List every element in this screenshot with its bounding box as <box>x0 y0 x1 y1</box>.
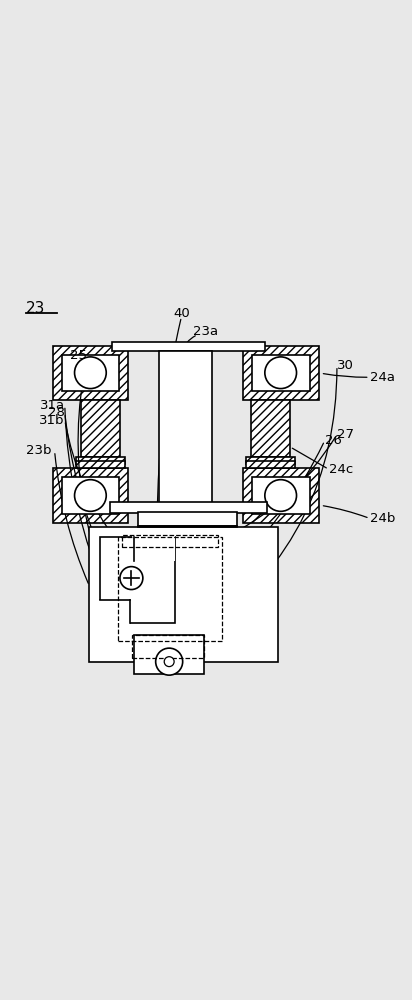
Bar <box>132 635 204 658</box>
Text: 27: 27 <box>337 428 354 441</box>
Bar <box>61 477 119 514</box>
Bar <box>251 400 290 457</box>
Text: 40: 40 <box>173 307 190 320</box>
Circle shape <box>156 648 183 675</box>
Text: 31b: 31b <box>39 414 65 427</box>
Bar <box>89 527 278 662</box>
Bar <box>61 355 119 391</box>
Bar <box>53 346 128 400</box>
Text: 30: 30 <box>337 359 354 372</box>
Circle shape <box>75 357 106 389</box>
Bar <box>112 342 265 351</box>
Bar <box>76 457 125 464</box>
Text: 23: 23 <box>26 301 45 316</box>
Bar <box>122 535 218 547</box>
Bar <box>246 461 295 468</box>
Bar <box>243 346 318 400</box>
Bar <box>134 635 204 674</box>
Text: 24b: 24b <box>370 512 395 525</box>
Bar <box>252 355 309 391</box>
Bar <box>98 600 130 627</box>
Bar <box>81 400 120 457</box>
Text: 24a: 24a <box>370 371 395 384</box>
Text: 23b: 23b <box>26 444 52 457</box>
Circle shape <box>75 480 106 511</box>
Bar <box>251 464 290 468</box>
Circle shape <box>265 480 297 511</box>
Bar <box>132 533 176 561</box>
Bar <box>159 351 212 504</box>
Text: 25: 25 <box>70 349 87 362</box>
Text: 26: 26 <box>325 434 342 447</box>
Circle shape <box>120 567 143 590</box>
Bar <box>53 468 128 523</box>
Bar <box>110 502 267 513</box>
Circle shape <box>265 357 297 389</box>
Bar <box>252 477 309 514</box>
Text: 28: 28 <box>48 406 65 419</box>
Circle shape <box>164 657 174 667</box>
Bar <box>76 461 125 468</box>
Bar <box>118 537 222 641</box>
Bar <box>81 464 120 468</box>
Bar <box>100 537 176 623</box>
Text: 23a: 23a <box>194 325 218 338</box>
Text: 24c: 24c <box>329 463 353 476</box>
Bar <box>138 512 236 526</box>
Bar <box>243 468 318 523</box>
Text: 31a: 31a <box>40 399 65 412</box>
Bar <box>246 457 295 464</box>
